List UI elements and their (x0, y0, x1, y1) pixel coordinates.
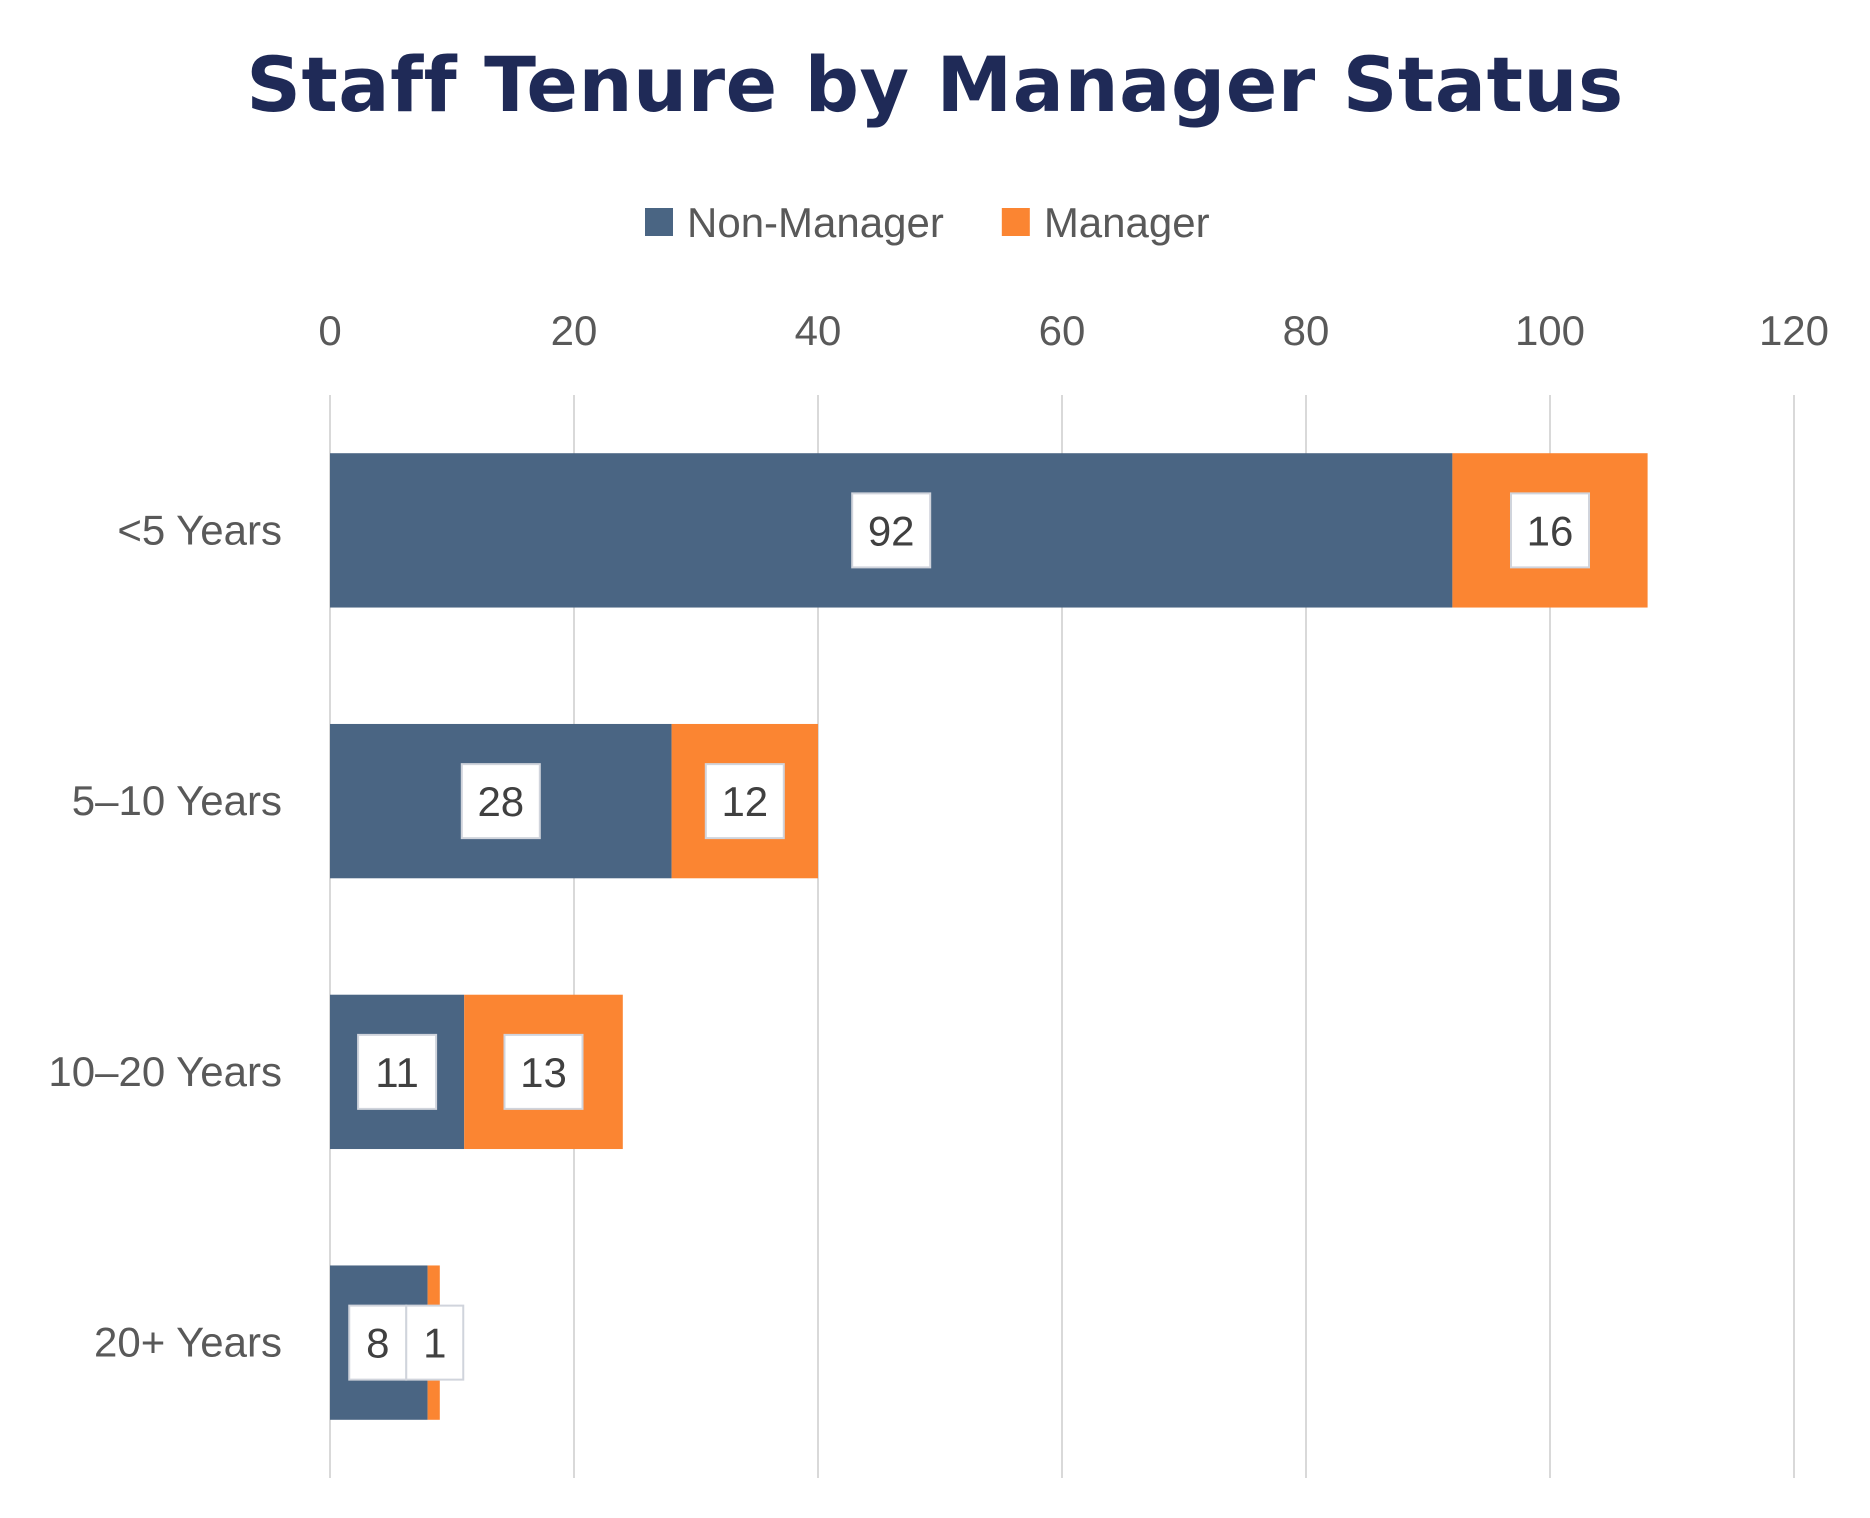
x-tick-label: 120 (1759, 307, 1829, 354)
data-label: 1 (423, 1320, 446, 1367)
data-label-box (851, 492, 932, 569)
data-label-box (1510, 492, 1590, 569)
legend-swatch (645, 208, 673, 236)
data-label-box (704, 763, 785, 840)
x-tick-label: 60 (1039, 307, 1086, 354)
category-label: <5 Years (117, 506, 282, 553)
data-label-box (348, 1304, 408, 1381)
category-label: 20+ Years (94, 1319, 282, 1366)
data-labels: 92 16 28 12 11 13 8 1 (348, 492, 1590, 1381)
legend: Non-Manager Manager (645, 199, 1210, 246)
data-label: 28 (477, 778, 524, 825)
chart-title: Staff Tenure by Manager Status (246, 40, 1624, 129)
data-label-box (405, 1304, 465, 1381)
data-label: 16 (1527, 507, 1574, 554)
x-tick-label: 0 (318, 307, 341, 354)
x-tick-label: 40 (795, 307, 842, 354)
x-axis-ticks: 0 20 40 60 80 100 120 (318, 307, 1829, 354)
category-label: 10–20 Years (48, 1048, 282, 1095)
x-tick-label: 20 (551, 307, 598, 354)
data-label-box (460, 763, 541, 840)
data-label: 12 (721, 778, 768, 825)
data-label-box (357, 1033, 438, 1110)
data-label: 13 (520, 1049, 567, 1096)
x-tick-label: 100 (1515, 307, 1585, 354)
category-label: 5–10 Years (72, 777, 282, 824)
bars (330, 453, 1648, 1420)
data-label-box (503, 1033, 584, 1110)
legend-label: Non-Manager (687, 199, 944, 246)
data-label: 92 (868, 507, 915, 554)
x-tick-label: 80 (1283, 307, 1330, 354)
data-label: 8 (366, 1320, 389, 1367)
data-label: 11 (375, 1049, 419, 1096)
category-labels: <5 Years 5–10 Years 10–20 Years 20+ Years (48, 506, 282, 1365)
legend-label: Manager (1044, 199, 1210, 246)
legend-swatch (1001, 208, 1030, 236)
